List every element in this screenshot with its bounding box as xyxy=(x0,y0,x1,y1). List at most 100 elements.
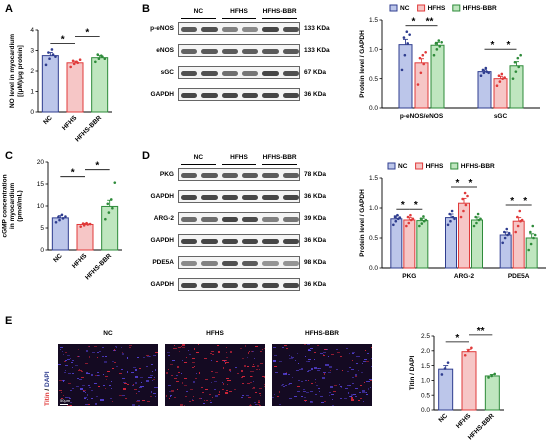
legend-label: HFHS-BBR xyxy=(463,5,497,12)
data-point xyxy=(484,66,488,70)
y-tick-label: 15 xyxy=(37,181,45,188)
micrograph-speck xyxy=(302,388,305,391)
data-point xyxy=(99,54,103,57)
blot-band xyxy=(262,173,279,178)
micrograph-speck xyxy=(64,370,66,372)
data-point xyxy=(500,72,504,76)
blot-band xyxy=(181,239,198,244)
micrograph-speck xyxy=(185,391,188,393)
micrograph-speck xyxy=(297,363,300,365)
micrograph-speck xyxy=(102,373,104,376)
micrograph-speck xyxy=(132,404,136,406)
data-point xyxy=(505,227,509,231)
data-point xyxy=(406,215,410,219)
data-point xyxy=(503,230,506,234)
data-point xyxy=(520,218,524,222)
micrograph-speck xyxy=(283,373,287,375)
y-tick-label: 0.5 xyxy=(421,392,430,399)
blot-band xyxy=(242,71,259,76)
blot-band xyxy=(262,195,279,200)
micrograph-speck xyxy=(64,361,66,363)
data-point xyxy=(113,181,117,184)
micrograph-speck xyxy=(176,388,178,390)
micrograph-speck xyxy=(68,372,71,374)
data-point xyxy=(453,217,456,221)
micrograph-speck xyxy=(314,382,317,384)
data-point xyxy=(60,213,64,217)
y-tick-label: 4 xyxy=(30,27,34,34)
micrograph-speck xyxy=(211,396,213,399)
significance-label: * xyxy=(456,178,460,189)
micrograph-speck xyxy=(102,355,105,357)
micrograph-speck xyxy=(181,382,183,384)
micrograph-speck xyxy=(247,396,251,398)
data-point xyxy=(440,40,443,44)
micrograph-speck xyxy=(82,384,85,386)
micrograph-speck xyxy=(222,383,225,385)
micrograph-speck xyxy=(98,385,101,387)
micrograph-speck xyxy=(250,351,253,353)
data-point xyxy=(421,53,425,57)
micrograph-speck xyxy=(88,386,92,388)
micrograph-speck xyxy=(59,347,63,349)
micrograph-speck xyxy=(347,392,350,394)
micrograph-speck xyxy=(153,376,155,378)
micrograph-speck xyxy=(67,359,70,361)
data-point xyxy=(464,203,468,207)
micrograph-speck xyxy=(364,358,367,361)
micrograph-speck xyxy=(359,391,361,393)
micrograph-speck xyxy=(155,395,157,397)
micrograph-speck xyxy=(350,395,352,397)
blot-group-label: HFHS-BBR xyxy=(262,8,297,15)
micrograph-speck xyxy=(351,353,355,355)
data-point xyxy=(463,353,467,357)
micrograph-speck xyxy=(333,390,336,392)
micrograph-speck xyxy=(257,404,260,406)
micrograph-speck xyxy=(86,398,89,400)
stain-label-dapi: DAPI xyxy=(44,371,51,387)
micrograph-speck xyxy=(135,376,139,378)
blot-band xyxy=(262,283,279,288)
micrograph-speck xyxy=(121,377,126,379)
micrograph-speck xyxy=(214,389,217,391)
micrograph-speck xyxy=(242,382,245,384)
significance-label: * xyxy=(469,178,473,189)
micrograph-speck xyxy=(351,368,355,371)
micrograph-speck xyxy=(215,395,219,397)
micrograph-speck xyxy=(91,352,95,354)
y-tick-label: 3 xyxy=(30,48,34,55)
micrograph-speck xyxy=(192,396,194,398)
data-point xyxy=(393,215,397,219)
micrograph-speck xyxy=(89,356,91,358)
data-point xyxy=(443,367,447,370)
micrograph-speck xyxy=(150,391,152,393)
micrograph-speck xyxy=(212,377,216,379)
micrograph-speck xyxy=(241,396,243,399)
micrograph-speck xyxy=(354,376,357,378)
micrograph-speck xyxy=(221,389,224,391)
micrograph-speck xyxy=(141,382,143,384)
data-point xyxy=(514,70,518,73)
micrograph-speck xyxy=(173,344,175,347)
blot-row xyxy=(178,190,300,203)
significance-label: ** xyxy=(426,17,434,28)
micrograph-speck xyxy=(165,372,168,374)
micrograph-speck xyxy=(78,379,82,381)
micrograph-speck xyxy=(234,366,237,368)
micrograph-speck xyxy=(110,380,113,382)
micrograph-speck xyxy=(284,345,288,347)
blot-band xyxy=(181,93,198,98)
micrograph-speck xyxy=(260,351,262,353)
micrograph-speck xyxy=(110,387,113,389)
micrograph-speck xyxy=(65,360,68,362)
micrograph-speck xyxy=(344,398,347,400)
micrograph-speck xyxy=(98,375,101,377)
micrograph-speck xyxy=(196,372,198,374)
micrograph-speck xyxy=(61,398,64,400)
data-point xyxy=(48,57,51,60)
micrograph-speck xyxy=(166,395,168,397)
data-point xyxy=(103,57,107,60)
micrograph-speck xyxy=(303,397,306,399)
micrograph-speck xyxy=(182,359,184,361)
